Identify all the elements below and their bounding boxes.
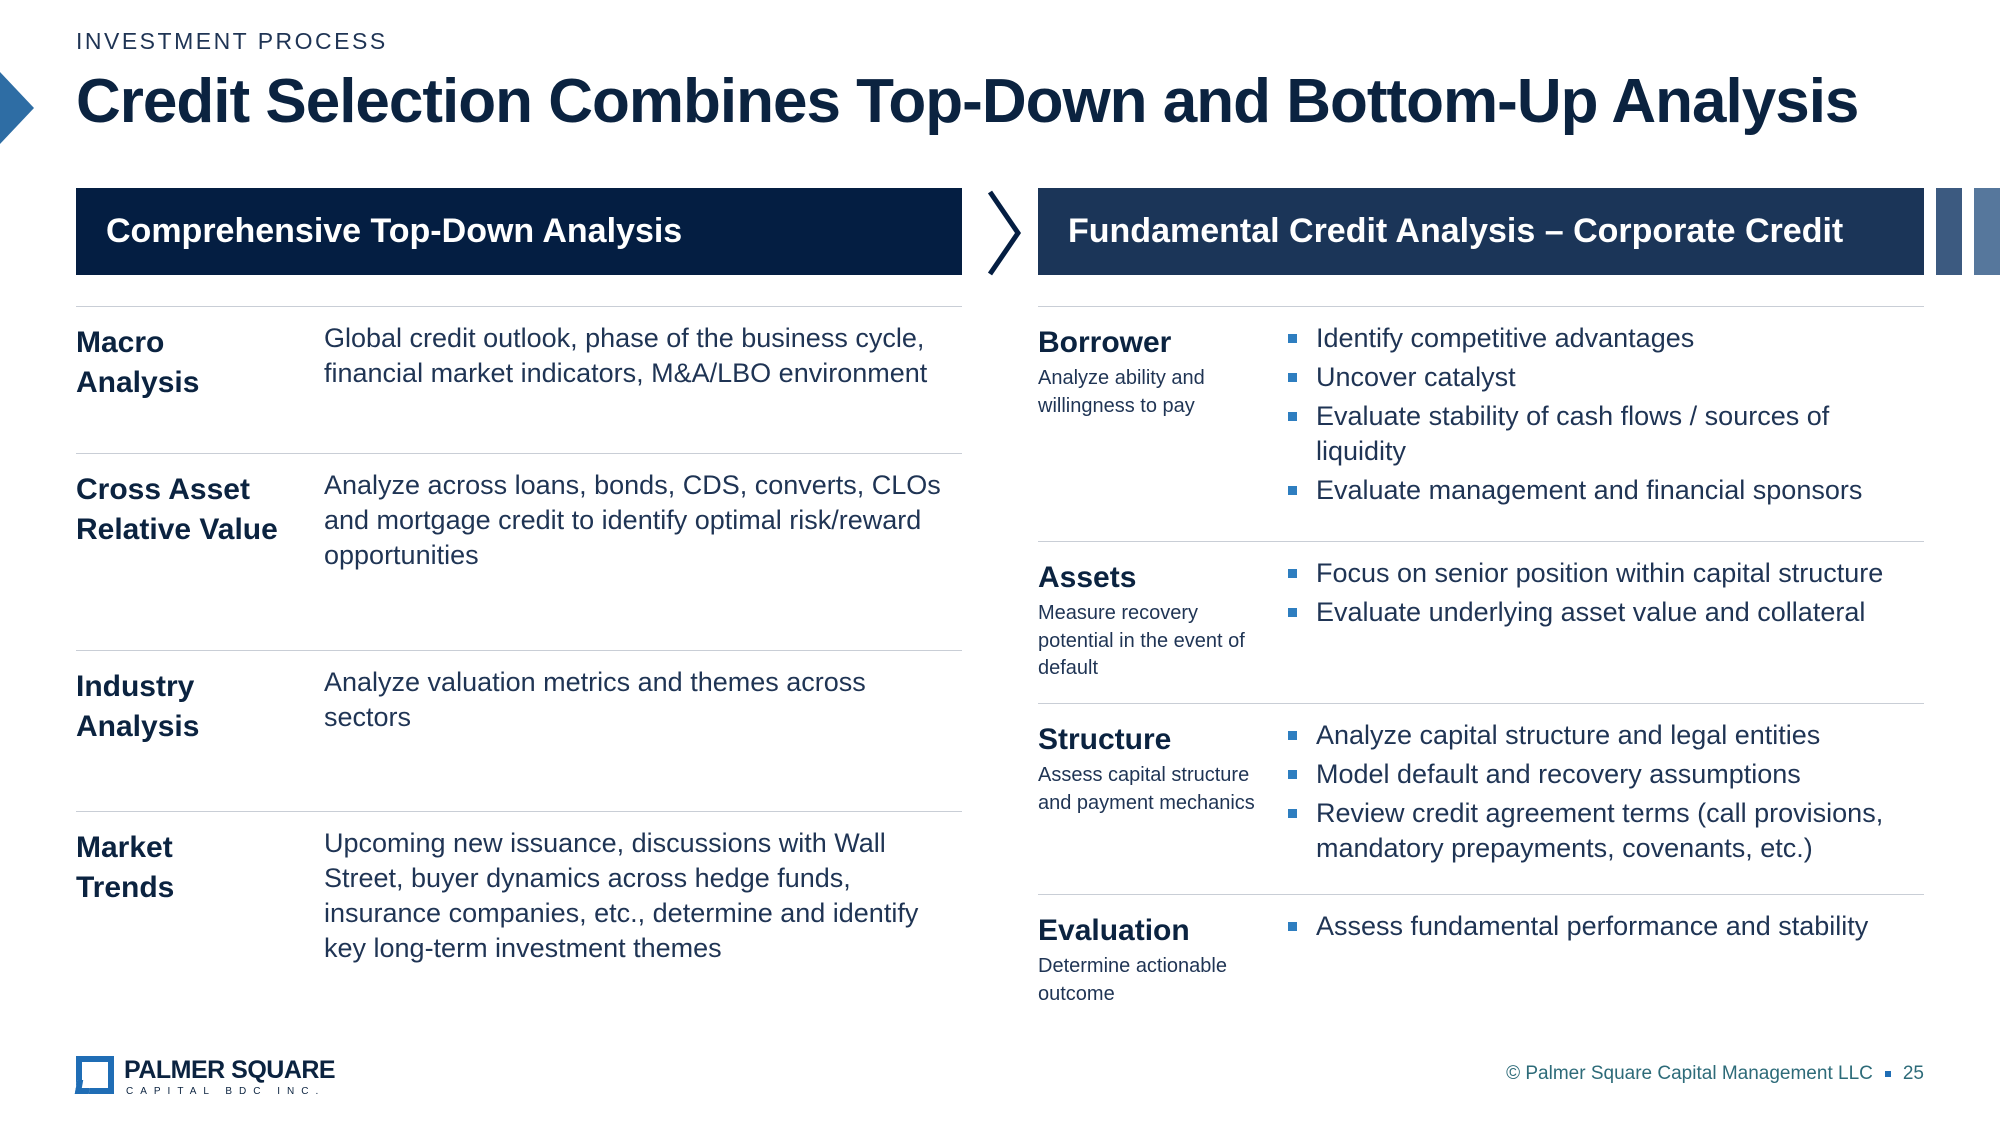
fundamental-credit-header: Fundamental Credit Analysis – Corporate …	[1038, 188, 1924, 275]
bullet-item: Analyze capital structure and legal enti…	[1288, 718, 1918, 753]
footer: © Palmer Square Capital Management LLC 25	[1506, 1063, 1924, 1085]
logo-subtitle: CAPITAL BDC INC.	[126, 1086, 326, 1097]
copyright-text: © Palmer Square Capital Management LLC	[1506, 1063, 1873, 1084]
row-label: Macro Analysis	[76, 326, 200, 399]
bullet-list: Identify competitive advantages Uncover …	[1288, 321, 1918, 512]
bullet-item: Identify competitive advantages	[1288, 321, 1918, 356]
list-item: Structure Assess capital structure and p…	[1038, 703, 1924, 894]
row-label: Cross Asset Relative Value	[76, 473, 278, 546]
row-subtitle: Analyze ability and willingness to pay	[1038, 367, 1205, 417]
logo-square-icon	[76, 1056, 114, 1094]
list-item: Market Trends Upcoming new issuance, disc…	[76, 811, 962, 1011]
row-subtitle: Measure recovery potential in the event …	[1038, 602, 1245, 679]
bullet-item: Evaluate underlying asset value and coll…	[1288, 595, 1918, 630]
row-label: Evaluation	[1038, 914, 1190, 947]
bullet-list: Analyze capital structure and legal enti…	[1288, 718, 1918, 870]
bullet-item: Uncover catalyst	[1288, 360, 1918, 395]
list-item: Assets Measure recovery potential in the…	[1038, 541, 1924, 703]
page-number: 25	[1902, 1063, 1924, 1084]
list-item: Macro Analysis Global credit outlook, pha…	[76, 306, 962, 453]
row-label: Industry Analysis	[76, 670, 200, 743]
row-subtitle: Determine actionable outcome	[1038, 955, 1227, 1005]
list-item: Industry Analysis Analyze valuation metri…	[76, 650, 962, 811]
top-down-list: Macro Analysis Global credit outlook, pha…	[76, 306, 962, 1011]
bullet-item: Focus on senior position within capital …	[1288, 556, 1918, 591]
title-arrow-marker	[0, 72, 34, 144]
fundamental-credit-list: Borrower Analyze ability and willingness…	[1038, 306, 1924, 1024]
bullet-item: Review credit agreement terms (call prov…	[1288, 796, 1918, 866]
row-label: Borrower	[1038, 326, 1172, 359]
bullet-item: Assess fundamental performance and stabi…	[1288, 909, 1918, 944]
separator-square-icon	[1884, 1070, 1891, 1077]
row-label: Market Trends	[76, 831, 175, 904]
list-item: Evaluation Determine actionable outcome …	[1038, 894, 1924, 1024]
row-description: Upcoming new issuance, discussions with …	[324, 828, 919, 963]
list-item: Borrower Analyze ability and willingness…	[1038, 306, 1924, 541]
bullet-list: Focus on senior position within capital …	[1288, 556, 1918, 634]
logo-name: PALMER SQUARE	[124, 1056, 336, 1084]
top-down-header: Comprehensive Top-Down Analysis	[76, 188, 962, 275]
header-accent-bar	[1936, 188, 1962, 275]
bullet-item: Evaluate stability of cash flows / sourc…	[1288, 399, 1918, 469]
header-accent-bar	[1974, 188, 2000, 275]
bullet-item: Model default and recovery assumptions	[1288, 757, 1918, 792]
row-subtitle: Assess capital structure and payment mec…	[1038, 764, 1255, 814]
bullet-item: Evaluate management and financial sponso…	[1288, 473, 1918, 508]
row-description: Analyze valuation metrics and themes acr…	[324, 667, 866, 732]
row-description: Analyze across loans, bonds, CDS, conver…	[324, 470, 941, 570]
list-item: Cross Asset Relative Value Analyze across…	[76, 453, 962, 650]
page-title: Credit Selection Combines Top-Down and B…	[76, 67, 1859, 136]
row-description: Global credit outlook, phase of the busi…	[324, 323, 928, 388]
row-label: Assets	[1038, 561, 1137, 594]
section-eyebrow: INVESTMENT PROCESS	[76, 28, 388, 54]
bullet-list: Assess fundamental performance and stabi…	[1288, 909, 1918, 948]
chevron-right-icon	[987, 190, 1022, 276]
row-label: Structure	[1038, 723, 1172, 756]
